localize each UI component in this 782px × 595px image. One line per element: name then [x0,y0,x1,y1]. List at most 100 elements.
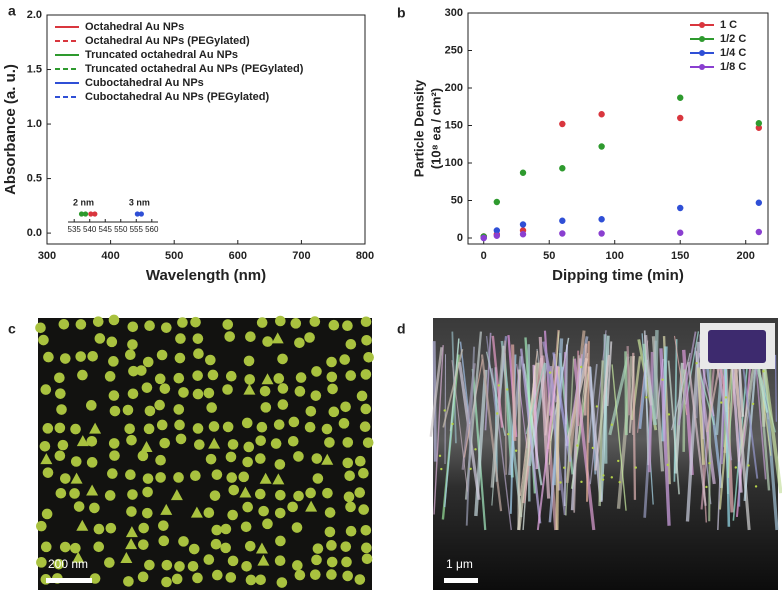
particle [328,319,340,331]
nanowire [451,360,469,492]
particle [591,446,595,450]
particle [227,509,238,521]
nanowire [465,346,476,526]
particle [305,500,318,512]
nanowire [626,346,631,416]
particle [94,333,106,344]
legend-label: Octahedral Au NPs [85,21,184,33]
particle [173,472,184,483]
particle [175,433,187,445]
particle [120,551,133,563]
particle [440,467,443,471]
particle [321,423,333,435]
particle [634,466,637,469]
data-point [755,199,763,206]
nanowire [624,351,628,436]
particle [354,487,366,498]
particle [190,316,201,328]
particle [159,437,171,449]
particle [86,484,99,496]
particle [734,466,737,469]
panel-label: c [8,321,16,337]
inset-tick-label: 535 [68,225,82,234]
particle [127,321,139,333]
particle [443,409,446,412]
particle [288,416,300,428]
panel-label: d [397,321,406,337]
particle [310,569,321,580]
y-tick-label: 200 [445,82,463,94]
data-point [755,120,763,127]
particle [161,576,172,588]
x-tick-label: 300 [38,250,56,262]
particle [160,503,173,515]
particle [127,388,139,400]
particle [507,433,510,436]
particle [192,333,204,344]
particle [275,489,286,501]
nanowire [652,330,659,425]
particle [274,507,286,519]
particle [326,356,337,368]
legend-label: Truncated octahedral Au NPs (PEGylated) [85,63,304,75]
particle [258,505,269,517]
particle [311,453,323,464]
particle [108,314,120,326]
particle [104,557,115,568]
particle [70,542,81,554]
particle [361,542,372,554]
particle [222,319,234,330]
particle [193,348,204,360]
particle [610,423,614,426]
particle [495,412,499,415]
particle [55,487,67,499]
y-tick-label: 250 [445,44,463,56]
particle [326,540,337,551]
x-tick-label: 800 [356,250,374,262]
particle [212,569,223,581]
nanowire [606,341,613,407]
particle [273,419,285,430]
particle [158,520,169,531]
particle [601,478,605,481]
nanowire [519,350,538,496]
nanowire [565,356,575,516]
particle [244,540,256,552]
particle [304,421,316,433]
particle [140,441,153,453]
particle [276,577,288,588]
particle [261,373,274,385]
scale-bar-label: 1 μm [446,557,473,571]
data-point [677,114,684,122]
particle [277,353,288,365]
particle [77,369,88,381]
inset-tick-label: 550 [114,225,128,234]
particle [291,522,303,533]
inset-tick-label: 555 [130,225,144,234]
particle [76,435,89,447]
particle [178,536,189,547]
particle [362,437,374,448]
nanowire [517,369,521,531]
legend-marker [699,64,705,70]
particle [227,439,239,450]
particle [293,490,304,502]
particle [287,501,298,513]
nanowire [516,363,528,449]
particle [161,559,173,571]
nanowire [628,355,635,434]
particle [358,504,369,515]
particle [40,453,53,465]
nanowire [762,365,782,494]
particle [155,472,166,483]
particle [751,402,755,406]
particle [85,400,97,411]
particle [342,457,354,469]
particle [290,318,302,329]
y-tick-label: 1.5 [27,63,42,75]
particle [361,553,373,565]
particle [310,390,322,401]
x-tick-label: 200 [737,250,755,262]
particle [174,419,185,431]
data-point [598,111,605,118]
